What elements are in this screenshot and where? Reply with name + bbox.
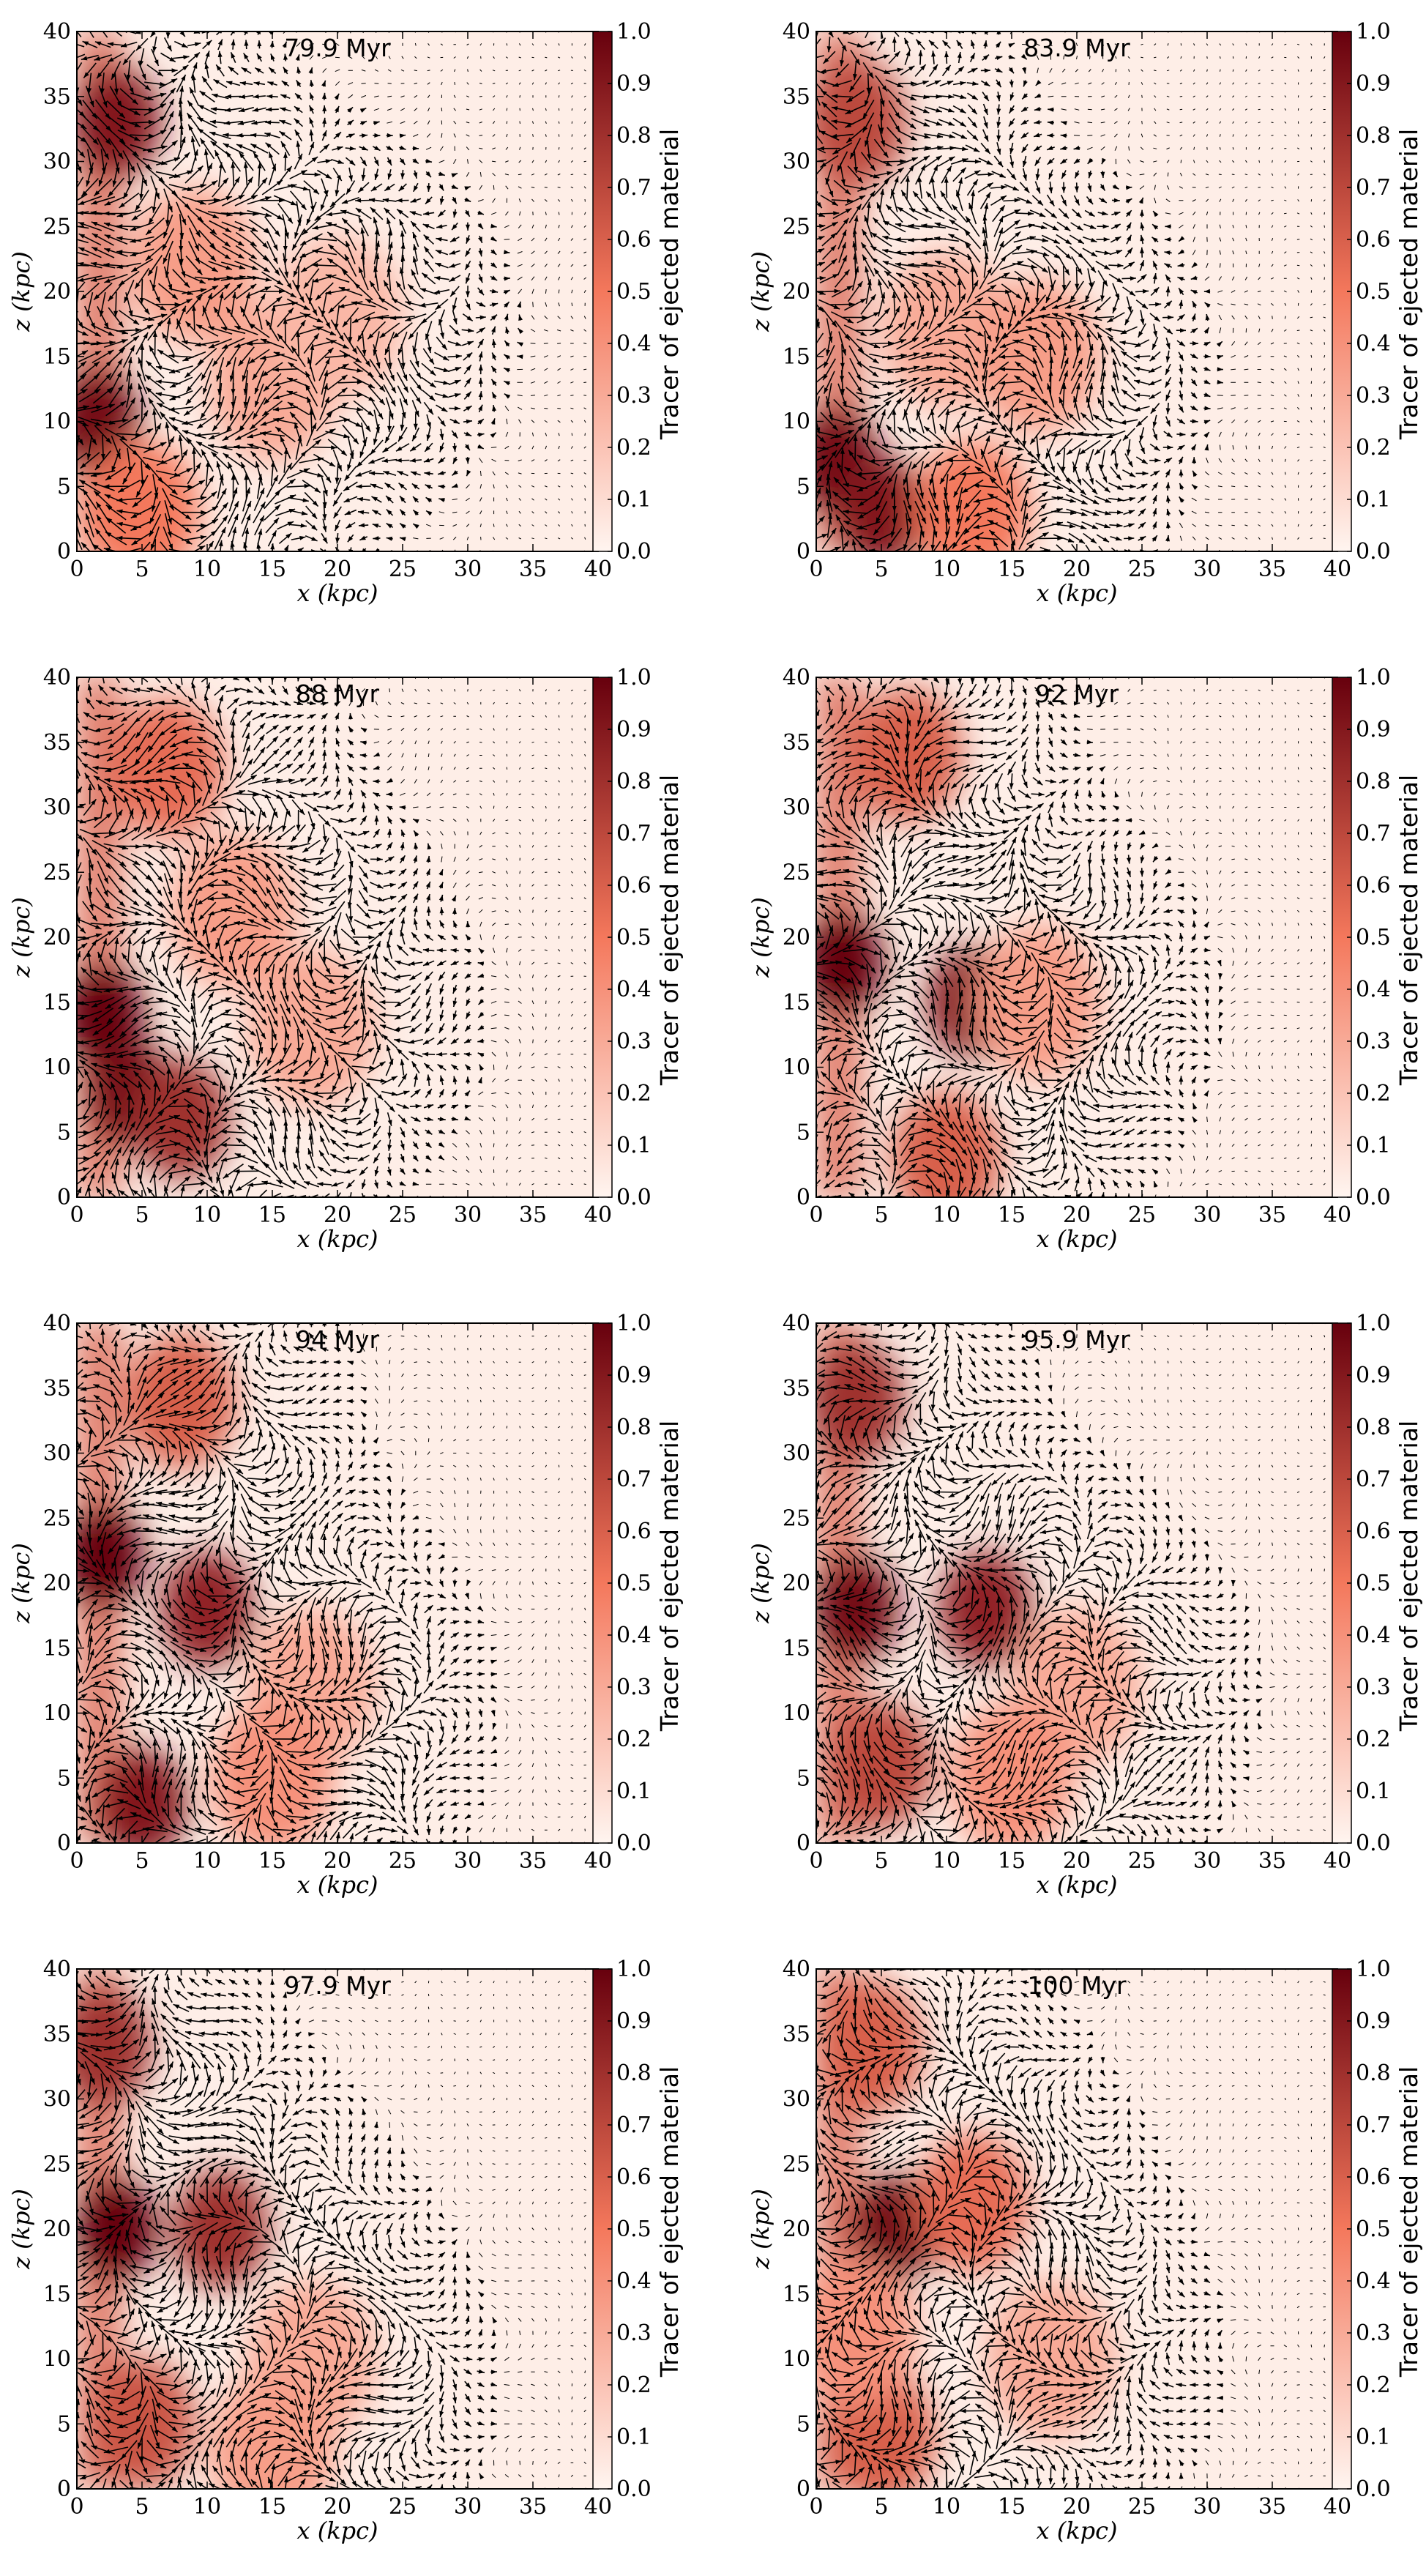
arrow-head xyxy=(64,263,70,267)
arrow-head xyxy=(810,76,816,82)
heatmap-svg: 0 5 10 15 20 25 30 35 40 0 5 10 15 20 25 30 35 40 x (kpc) z… xyxy=(0,0,713,639)
velocity-arrow xyxy=(1087,135,1092,136)
colorbar-tick-label: 0.8 xyxy=(616,123,652,149)
x-tick-label: 40 xyxy=(584,556,612,582)
arrow-head xyxy=(879,25,884,31)
arrow-head xyxy=(867,25,871,31)
velocity-arrow xyxy=(441,108,442,111)
arrow-head xyxy=(807,144,813,149)
x-tick-label: 35 xyxy=(519,556,547,582)
velocity-arrow xyxy=(414,70,417,71)
arrow-head xyxy=(99,26,104,31)
colorbar-label: Tracer of ejected material xyxy=(655,129,684,440)
arrow-head xyxy=(67,202,72,207)
arrow-head xyxy=(806,371,812,376)
arrow-head xyxy=(70,489,75,495)
colorbar-tick-label: 0.3 xyxy=(616,383,652,409)
arrow-head xyxy=(70,192,75,198)
colorbar-tick-label: 0.7 xyxy=(616,175,652,201)
arrow-head xyxy=(348,549,353,555)
colorbar-tick-label: 0.1 xyxy=(616,487,652,513)
x-tick-label: 10 xyxy=(193,556,221,582)
arrow-head xyxy=(171,555,176,561)
velocity-arrow xyxy=(544,343,548,344)
velocity-arrow xyxy=(571,174,573,175)
velocity-arrow xyxy=(585,433,586,436)
colorbar-tick-label: 1.0 xyxy=(616,19,652,45)
velocity-arrow xyxy=(532,57,534,58)
y-tick-label: 35 xyxy=(43,84,71,110)
x-tick-label: 20 xyxy=(324,556,351,582)
velocity-arrow xyxy=(518,174,522,175)
arrow-head xyxy=(807,385,813,390)
colorbar-tick-label: 0.9 xyxy=(616,71,652,97)
x-tick-label: 5 xyxy=(135,556,149,582)
y-tick-label: 40 xyxy=(43,19,71,45)
colorbar-tick-label: 0.0 xyxy=(616,539,652,565)
velocity-arrow xyxy=(585,498,586,500)
arrow-head xyxy=(72,527,76,534)
y-tick-label: 0 xyxy=(57,539,71,565)
velocity-arrow xyxy=(583,382,586,383)
y-tick-label: 5 xyxy=(57,474,71,499)
x-tick-label: 15 xyxy=(258,556,286,582)
arrow-head xyxy=(927,556,932,562)
arrow-head xyxy=(808,56,814,60)
velocity-arrow xyxy=(362,83,366,84)
velocity-arrow xyxy=(1088,122,1092,123)
x-tick-label: 25 xyxy=(389,556,417,582)
velocity-arrow xyxy=(1074,135,1080,136)
colorbar-tick-label: 0.4 xyxy=(616,331,652,357)
time-label: 79.9 Myr xyxy=(284,34,391,62)
x-tick-label: 0 xyxy=(70,556,83,582)
y-tick-label: 25 xyxy=(43,214,71,239)
arrow-head xyxy=(86,26,92,31)
x-axis-label: x (kpc) xyxy=(297,579,378,607)
y-tick-label: 10 xyxy=(43,409,71,435)
velocity-arrow xyxy=(533,302,534,307)
arrow-head xyxy=(914,556,919,562)
y-tick-label: 15 xyxy=(43,344,71,370)
velocity-arrow xyxy=(1088,109,1092,110)
arrow-head xyxy=(69,56,75,61)
y-tick-label: 30 xyxy=(43,149,71,175)
arrow-head xyxy=(65,249,72,253)
velocity-arrow xyxy=(545,187,548,188)
x-tick-label: 30 xyxy=(454,556,482,582)
arrow-head xyxy=(67,463,72,468)
arrow-head xyxy=(810,127,815,133)
colorbar-tick-label: 0.6 xyxy=(616,227,652,253)
velocity-arrow xyxy=(428,70,430,71)
colorbar-tick-label: 0.5 xyxy=(616,279,652,305)
y-axis-label: z (kpc) xyxy=(7,251,35,332)
colorbar-tick-label: 0.2 xyxy=(616,435,652,461)
arrow-head xyxy=(810,176,815,182)
velocity-arrow xyxy=(493,185,494,190)
arrow-head xyxy=(808,67,815,72)
y-tick-label: 20 xyxy=(43,279,71,305)
heatmap-panel: 0 5 10 15 20 25 30 35 40 0 5 10 15 20 25 30 35 40 x (kpc) z… xyxy=(0,0,713,639)
velocity-arrow xyxy=(557,343,561,344)
arrow-head xyxy=(883,552,889,556)
arrow-head xyxy=(898,554,904,560)
velocity-arrow xyxy=(531,343,536,344)
arrow-head xyxy=(153,558,157,564)
arrow-head xyxy=(809,399,814,405)
